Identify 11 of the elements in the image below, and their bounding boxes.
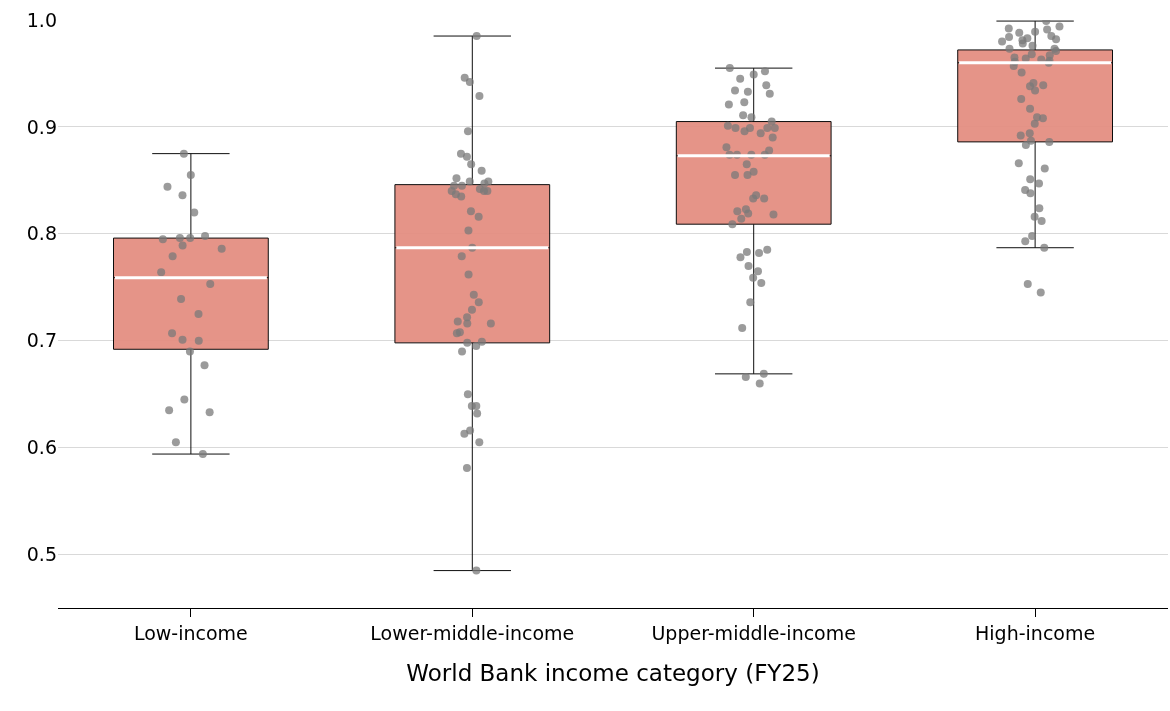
- x-tick-label: Upper-middle-income: [651, 621, 856, 644]
- y-tick-label: 0.5: [26, 543, 57, 566]
- x-axis-title: World Bank income category (FY25): [406, 660, 820, 687]
- y-tick-label: 0.9: [26, 115, 57, 138]
- y-tick-label: 0.7: [26, 329, 57, 352]
- x-tick-label: Low-income: [133, 621, 248, 644]
- y-tick-label: 0.6: [26, 436, 57, 459]
- x-tick-label: Lower-middle-income: [370, 621, 575, 644]
- x-tick-label: High-income: [975, 621, 1096, 644]
- y-tick-label: 0.8: [26, 222, 57, 245]
- y-tick-label: 1.0: [26, 8, 57, 31]
